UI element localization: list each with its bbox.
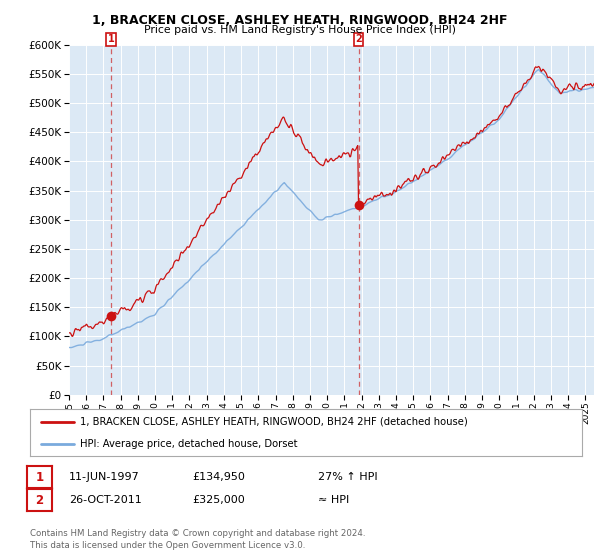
Text: 2: 2 (355, 35, 362, 44)
Text: 1, BRACKEN CLOSE, ASHLEY HEATH, RINGWOOD, BH24 2HF: 1, BRACKEN CLOSE, ASHLEY HEATH, RINGWOOD… (92, 14, 508, 27)
Text: 1: 1 (35, 470, 44, 484)
Text: Price paid vs. HM Land Registry's House Price Index (HPI): Price paid vs. HM Land Registry's House … (144, 25, 456, 35)
Text: 1, BRACKEN CLOSE, ASHLEY HEATH, RINGWOOD, BH24 2HF (detached house): 1, BRACKEN CLOSE, ASHLEY HEATH, RINGWOOD… (80, 417, 467, 427)
Text: £325,000: £325,000 (192, 495, 245, 505)
Text: 2: 2 (35, 493, 44, 507)
Text: ≈ HPI: ≈ HPI (318, 495, 349, 505)
Text: 11-JUN-1997: 11-JUN-1997 (69, 472, 140, 482)
Text: HPI: Average price, detached house, Dorset: HPI: Average price, detached house, Dors… (80, 438, 297, 449)
Text: 1: 1 (107, 35, 115, 44)
Text: Contains HM Land Registry data © Crown copyright and database right 2024.
This d: Contains HM Land Registry data © Crown c… (30, 529, 365, 550)
Text: £134,950: £134,950 (192, 472, 245, 482)
Text: 26-OCT-2011: 26-OCT-2011 (69, 495, 142, 505)
Text: 27% ↑ HPI: 27% ↑ HPI (318, 472, 377, 482)
